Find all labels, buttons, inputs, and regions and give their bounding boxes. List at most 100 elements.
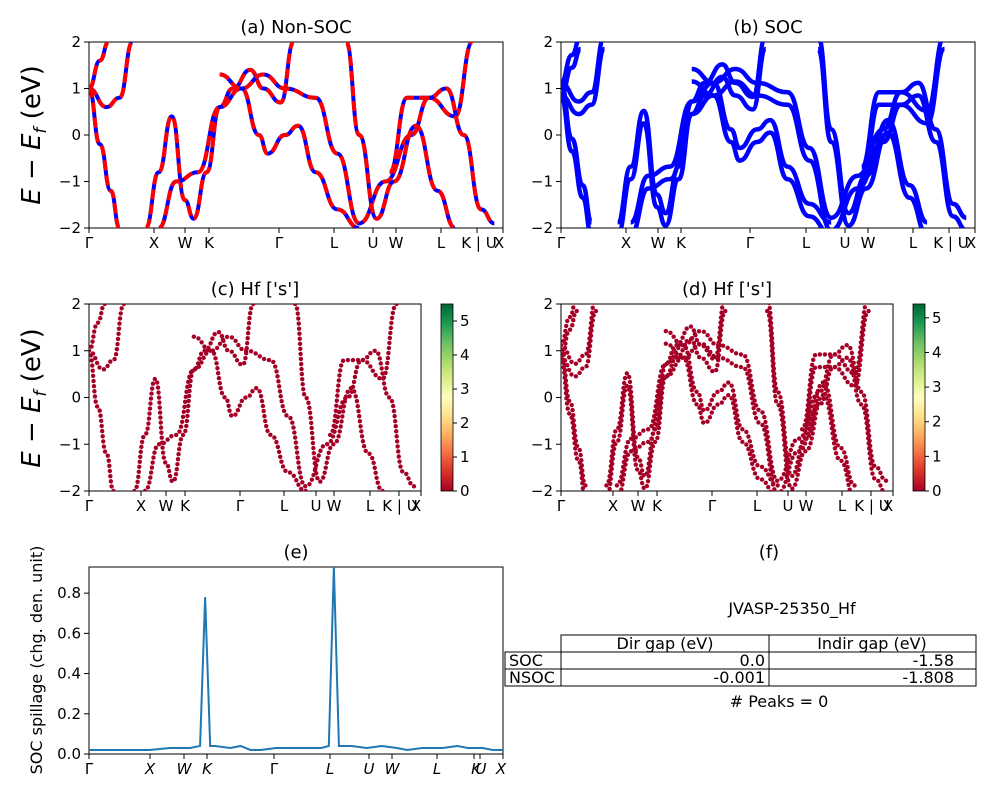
point-d-3-0-96 — [719, 305, 725, 310]
point-d-3-1-23 — [624, 383, 630, 389]
point-d-5-1-47 — [779, 488, 784, 491]
point-d-2-1-22 — [578, 465, 583, 470]
point-d-6-1-65 — [831, 436, 836, 441]
point-d-7-0-49 — [878, 470, 883, 476]
point-c-5-0-85 — [385, 355, 391, 361]
point-d-4-1-61 — [734, 420, 739, 426]
point-c-1-0-2 — [93, 355, 98, 361]
point-c-6-0-64 — [358, 424, 363, 429]
point-c-5-0-17 — [257, 354, 262, 359]
point-d-2-1-16 — [571, 435, 577, 441]
point-d-3-1-69 — [667, 368, 673, 373]
point-d-1-0-5 — [573, 361, 579, 366]
xtick-label-e-10: U — [476, 760, 487, 778]
point-d-7-1-11 — [808, 385, 814, 390]
point-c-3-0-57 — [184, 418, 190, 424]
point-c-4-0-42 — [219, 390, 225, 396]
point-c-3-0-5 — [137, 464, 142, 470]
point-d-3-1-22 — [622, 388, 628, 393]
point-d-6-1-9 — [770, 353, 775, 359]
point-d-7-1-9 — [807, 395, 812, 400]
point-d-7-1-2 — [803, 430, 809, 436]
ytick-label-d-1: 1 — [543, 342, 553, 360]
point-d-7-0-19 — [832, 352, 838, 357]
point-d-5-1-67 — [819, 401, 824, 406]
point-c-3-0-7 — [138, 454, 143, 460]
point-d-5-0-31 — [756, 407, 761, 412]
point-c-4-0-56 — [257, 389, 262, 394]
point-c-1-0-6 — [105, 363, 110, 369]
point-d-5-1-37 — [765, 447, 771, 452]
point-d-2-1-25 — [580, 480, 585, 486]
point-d-5-1-95 — [863, 312, 869, 318]
point-c-6-0-68 — [361, 443, 367, 449]
point-c-4-0-10 — [156, 442, 162, 447]
point-d-4-1-58 — [731, 405, 737, 411]
point-d-6-1-20 — [778, 407, 783, 413]
point-d-5-1-89 — [859, 342, 865, 348]
point-c-6-0-65 — [359, 429, 364, 434]
point-c-5-0-22 — [274, 369, 279, 374]
point-c-4-0-40 — [217, 381, 222, 386]
point-d-7-1-21 — [840, 358, 845, 363]
point-c-5-0-90 — [388, 330, 393, 336]
xtick-label-b-5: L — [802, 234, 811, 252]
point-c-2-0-24 — [107, 468, 113, 474]
xtick-label-d-9: K | U — [854, 497, 889, 515]
point-d-4-1-51 — [711, 405, 717, 411]
colorbar-c — [440, 303, 454, 492]
point-c-2-0-23 — [107, 463, 112, 469]
point-d-4-1-42 — [691, 397, 697, 403]
point-c-3-0-17 — [147, 406, 153, 411]
point-d-3-1-59 — [657, 415, 663, 421]
point-d-7-0-50 — [880, 475, 885, 480]
point-d-1-0-2 — [565, 350, 570, 355]
point-c-3-0-91 — [245, 336, 250, 341]
point-c-5-0-96 — [394, 304, 399, 307]
point-c-3-0-28 — [157, 400, 162, 405]
point-d-6-1-12 — [770, 368, 776, 374]
point-d-5-0-5 — [682, 342, 688, 348]
point-c-2-0-9 — [92, 394, 98, 399]
point-c-4-0-18 — [180, 414, 186, 420]
point-c-6-0-78 — [380, 488, 385, 491]
ytick-label-d-2: 0 — [543, 389, 553, 407]
point-c-2-0-3 — [90, 363, 95, 368]
point-d-4-1-71 — [751, 466, 756, 471]
point-d-5-1-12 — [708, 349, 713, 355]
point-c-6-0-67 — [360, 439, 366, 444]
point-c-5-0-37 — [293, 440, 299, 445]
point-c-6-0-32 — [312, 461, 318, 466]
point-d-4-0-48 — [705, 406, 710, 412]
point-d-5-1-38 — [766, 452, 771, 457]
point-c-5-0-5 — [210, 348, 216, 353]
point-d-5-1-14 — [715, 355, 721, 360]
point-d-4-1-35 — [685, 363, 690, 368]
point-d-4-1-43 — [694, 402, 699, 407]
band-red-a-3 — [143, 42, 296, 228]
point-c-4-0-78 — [299, 486, 304, 491]
point-c-4-0-76 — [294, 478, 299, 483]
point-c-2-0-18 — [101, 439, 106, 444]
point-d-7-1-26 — [851, 373, 856, 378]
point-d-5-1-91 — [860, 332, 866, 338]
point-c-5-0-92 — [389, 320, 394, 326]
point-c-6-0-26 — [309, 430, 315, 436]
point-c-4-0-44 — [225, 398, 230, 404]
point-c-3-0-53 — [178, 437, 184, 442]
point-c-3-0-93 — [246, 325, 251, 331]
point-d-5-0-20 — [743, 354, 748, 359]
point-d-3-1-46 — [645, 478, 651, 484]
point-d-5-0-78 — [842, 362, 848, 368]
point-d-5-0-14 — [715, 342, 721, 348]
point-d-5-1-45 — [772, 487, 777, 491]
xtick-label-b-10: X — [966, 234, 976, 252]
point-d-6-1-49 — [811, 426, 816, 431]
point-d-4-1-52 — [715, 402, 720, 407]
point-d-3-1-33 — [630, 432, 636, 437]
point-d-3-1-51 — [648, 454, 654, 459]
point-c-1-0-10 — [114, 346, 120, 352]
ytick-label-b-1: 1 — [543, 80, 553, 98]
point-d-4-0-56 — [729, 383, 734, 388]
panel-title-e: (e) — [283, 542, 308, 563]
